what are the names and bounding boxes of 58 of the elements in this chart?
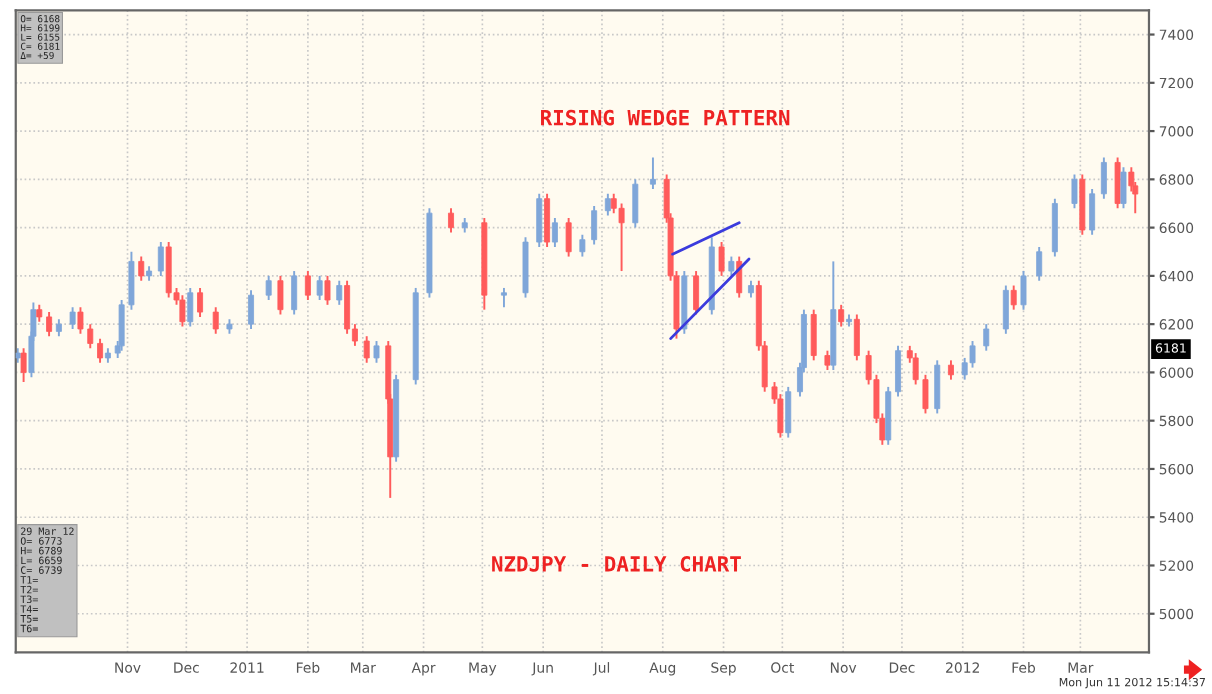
candlestick	[853, 313, 860, 362]
candlestick	[336, 279, 343, 306]
candlestick	[212, 306, 219, 335]
candlestick	[277, 274, 284, 316]
candlestick	[1020, 270, 1027, 311]
candlestick	[1002, 284, 1009, 335]
candlestick	[591, 204, 598, 246]
candlestick	[20, 347, 27, 384]
candlestick	[291, 270, 298, 316]
candlestick	[1114, 156, 1121, 210]
candlestick	[632, 178, 639, 229]
candlestick	[1010, 284, 1017, 311]
annotation: NZDJPY - DAILY CHART	[492, 555, 741, 572]
candlestick	[536, 192, 543, 248]
candlestick	[304, 270, 311, 301]
candlestick	[895, 344, 901, 398]
candlestick	[810, 308, 817, 362]
candlestick	[1100, 156, 1107, 200]
candlestick	[69, 306, 76, 330]
candlestick	[316, 274, 323, 301]
candlestick	[785, 385, 792, 439]
candlestick	[551, 216, 558, 248]
candlestick	[138, 255, 145, 282]
candlestick	[728, 255, 735, 277]
candlestick	[824, 349, 831, 371]
candlestick	[448, 207, 454, 234]
candlestick	[265, 274, 272, 301]
candlestick	[165, 241, 172, 299]
candlestick	[363, 335, 370, 364]
candlestick	[157, 241, 164, 277]
candlestick	[565, 216, 572, 258]
candlestick	[248, 289, 254, 330]
candlestick	[579, 233, 586, 258]
candlestick	[179, 294, 186, 328]
text: RISING WEDGE PATTERN	[541, 109, 790, 126]
candlestick	[324, 274, 331, 306]
candlestick	[197, 286, 204, 318]
candlestick	[1036, 245, 1043, 282]
candlestick	[649, 156, 656, 190]
candlestick	[604, 192, 611, 217]
candlestick	[544, 192, 551, 248]
candlestick	[1089, 188, 1096, 236]
candlestick	[373, 340, 380, 364]
candlestick	[983, 323, 990, 352]
candlestick	[838, 303, 845, 328]
candlestick	[97, 337, 104, 364]
candlestick	[718, 241, 725, 277]
candlestick	[618, 202, 625, 273]
candlestick	[187, 286, 194, 328]
candlestick	[934, 359, 941, 415]
candlestick	[947, 359, 954, 381]
candlestick	[693, 270, 700, 316]
candlestick	[1071, 173, 1078, 210]
candlestick	[500, 286, 507, 309]
candlestick	[610, 192, 617, 215]
candlestick	[1120, 166, 1127, 210]
candlestick	[344, 279, 351, 335]
candlestick	[46, 311, 53, 338]
